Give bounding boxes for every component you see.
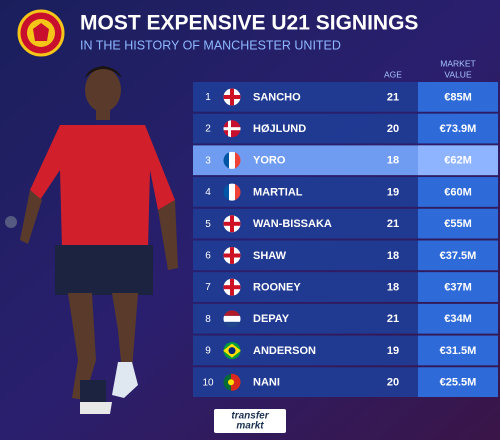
- rank: 10: [202, 377, 214, 388]
- column-header: VALUE: [444, 69, 472, 79]
- flag: [223, 310, 241, 328]
- value-cell: [418, 113, 498, 144]
- market-value: €73.9M: [440, 123, 477, 135]
- player-name: MARTIAL: [253, 186, 303, 198]
- table-row: 3 YORO 18 €62M: [193, 145, 498, 176]
- player-name: NANI: [253, 377, 280, 389]
- market-value: €85M: [444, 91, 472, 103]
- player-name: HØJLUND: [253, 123, 306, 135]
- value-cell: [418, 208, 498, 239]
- value-cell: [418, 335, 498, 366]
- flag: [223, 120, 241, 138]
- table-row: 1 SANCHO 21 €85M: [193, 82, 498, 112]
- market-value: €25.5M: [440, 377, 477, 389]
- market-value: €37.5M: [440, 250, 477, 262]
- flag: [223, 183, 241, 201]
- market-value: €60M: [444, 186, 472, 198]
- flag: [223, 88, 241, 106]
- player-name: WAN-BISSAKA: [253, 218, 332, 230]
- player-name: ANDERSON: [253, 345, 316, 357]
- table: 1 SANCHO 21 €85M 2 HØJLUND 20 €73.9M 3 YORO 18 €62M…: [193, 82, 498, 397]
- value-cell: [418, 240, 498, 271]
- table-row: 2 HØJLUND 20 €73.9M: [193, 113, 498, 144]
- rank: 9: [205, 346, 211, 357]
- table-row: 6 SHAW 18 €37.5M: [193, 240, 498, 271]
- value-cell: [418, 303, 498, 334]
- column-header: MARKET: [440, 58, 475, 68]
- market-value: €37M: [444, 281, 472, 293]
- player-name: SANCHO: [253, 91, 301, 103]
- flag: [223, 278, 241, 296]
- value-cell: [418, 367, 498, 397]
- player-name: SHAW: [253, 250, 287, 262]
- value-cell: [418, 82, 498, 112]
- age: 19: [387, 186, 399, 198]
- flags: [223, 88, 241, 391]
- column-header: AGE: [384, 69, 402, 79]
- market-value: €62M: [444, 155, 472, 167]
- flag: [223, 247, 241, 264]
- table-row: 9 ANDERSON 19 €31.5M: [193, 335, 498, 366]
- player-image: [20, 66, 178, 414]
- rank: 4: [205, 187, 211, 198]
- age: 19: [387, 345, 399, 357]
- table-row: 4 MARTIAL 19 €60M: [193, 177, 498, 207]
- rank: 6: [205, 250, 211, 261]
- age: 21: [387, 91, 399, 103]
- title: MOST EXPENSIVE U21 SIGNINGS: [80, 12, 418, 35]
- flag: [223, 215, 241, 233]
- market-value: €55M: [444, 218, 472, 230]
- value-cell: [418, 177, 498, 207]
- market-value: €31.5M: [440, 345, 477, 357]
- age: 18: [387, 250, 399, 262]
- logo-text: markt: [236, 421, 264, 432]
- flag: [223, 373, 241, 391]
- age: 21: [387, 313, 399, 325]
- subtitle: IN THE HISTORY OF MANCHESTER UNITED: [80, 38, 341, 52]
- age: 18: [387, 155, 399, 167]
- age: 20: [387, 123, 399, 135]
- rank: 8: [205, 314, 211, 325]
- rank: 5: [205, 219, 211, 230]
- player-name: YORO: [253, 155, 286, 167]
- table-row: 5 WAN-BISSAKA 21 €55M: [193, 208, 498, 239]
- value-cell: [418, 145, 498, 176]
- player-name: DEPAY: [253, 313, 290, 325]
- table-row: 8 DEPAY 21 €34M: [193, 303, 498, 334]
- age: 21: [387, 218, 399, 230]
- logo-text: transfer: [231, 411, 269, 422]
- transfermarkt-logo: transfer markt: [214, 409, 286, 433]
- club-crest: [17, 9, 65, 57]
- carousel-prev[interactable]: [5, 216, 17, 228]
- flag: [223, 342, 241, 360]
- table-row: 7 ROONEY 18 €37M: [193, 272, 498, 302]
- age: 18: [387, 281, 399, 293]
- market-value: €34M: [444, 313, 472, 325]
- table-row: 10 NANI 20 €25.5M: [193, 367, 498, 397]
- age: 20: [387, 377, 399, 389]
- player-name: ROONEY: [253, 281, 301, 293]
- value-cell: [418, 272, 498, 302]
- rank: 2: [205, 124, 211, 135]
- rank: 7: [205, 282, 211, 293]
- rank: 3: [205, 155, 211, 166]
- flag: [223, 151, 241, 169]
- rank: 1: [205, 92, 211, 103]
